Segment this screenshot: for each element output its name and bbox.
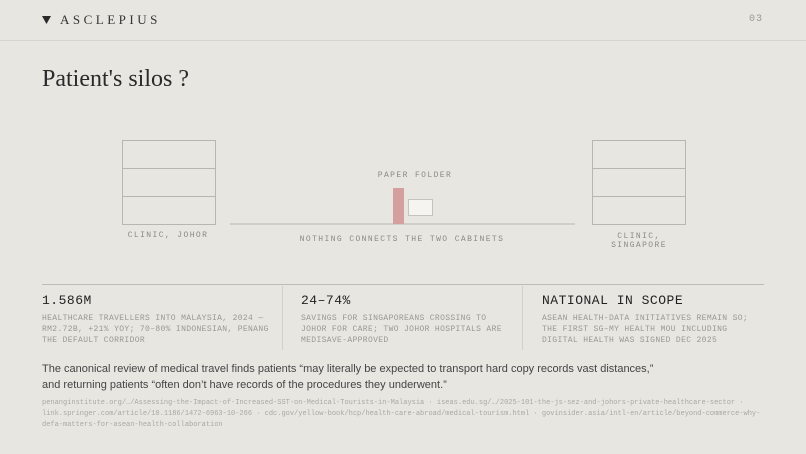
folder (393, 188, 404, 224)
brand-mark (42, 16, 51, 24)
stat-value: 24–74% (301, 293, 351, 308)
brand: ASCLEPIUS (60, 12, 161, 27)
cabinet-label: CLINIC, SINGAPORE (611, 232, 667, 250)
record-sheet (408, 199, 433, 216)
quote: The canonical review of medical travel f… (42, 363, 654, 391)
stat-description: SAVINGS FOR SINGAPOREANS CROSSING TO JOH… (301, 314, 502, 345)
stat-description: ASEAN HEALTH-DATA INITIATIVES REMAIN SO;… (542, 314, 749, 345)
folder-label: PAPER FOLDER (377, 171, 453, 180)
left-cabinet (122, 140, 216, 225)
sources: penanginstitute.org/…/Assessing-the-Impa… (42, 399, 761, 429)
stat-value: NATIONAL IN SCOPE (542, 293, 684, 308)
page-number: 03 (748, 14, 763, 25)
cabinet-label: CLINIC, JOHOR (127, 231, 209, 240)
right-cabinet (592, 140, 686, 225)
gap-caption: NOTHING CONNECTS THE TWO CABINETS (299, 235, 505, 244)
stat-description: HEALTHCARE TRAVELLERS INTO MALAYSIA, 202… (42, 314, 269, 345)
stat-value: 1.586M (42, 293, 92, 308)
title: Patient's silos ? (42, 66, 189, 92)
